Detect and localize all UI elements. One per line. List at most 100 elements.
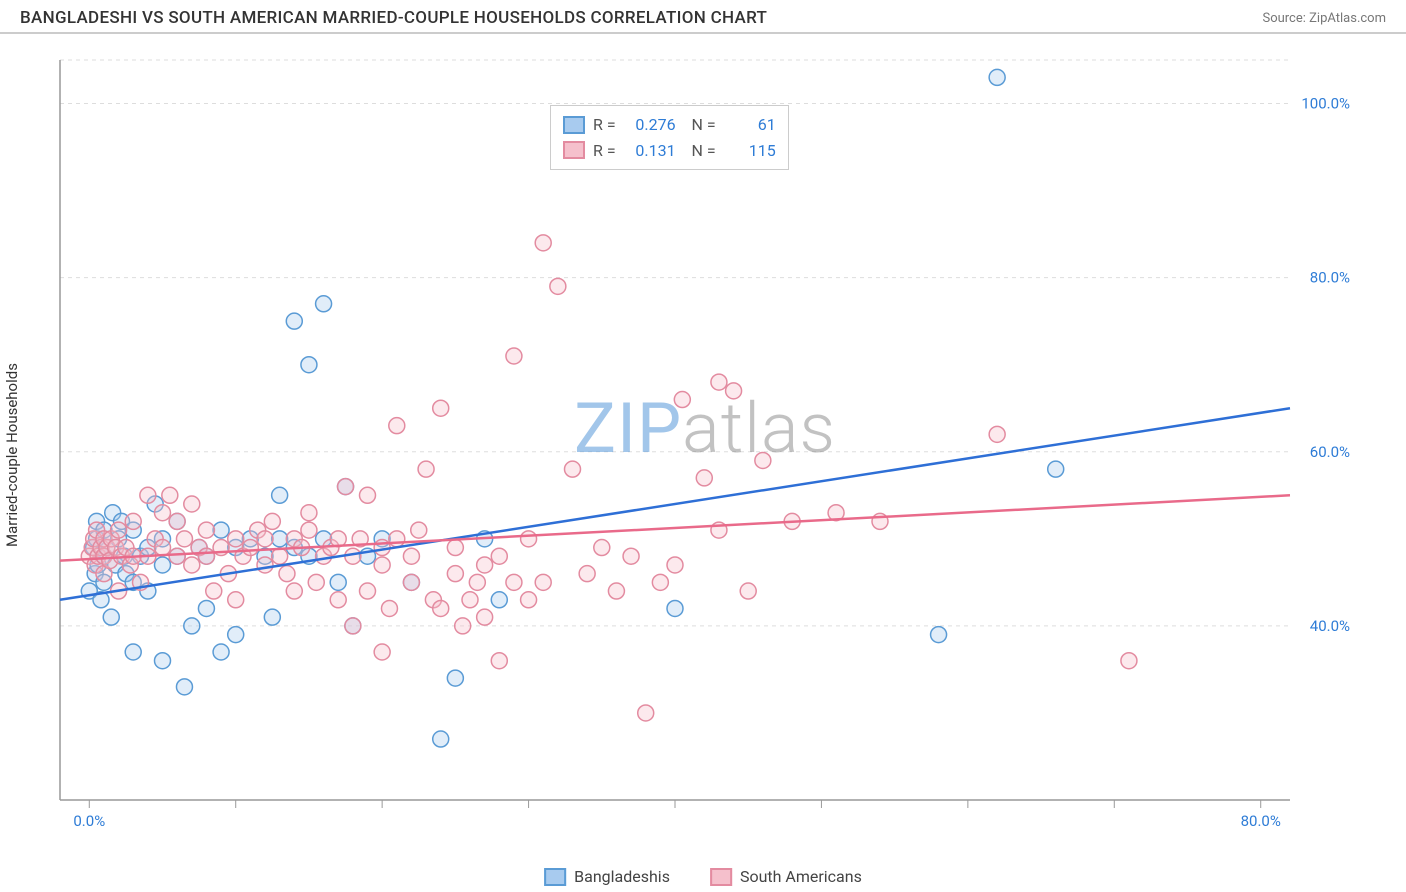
- data-point: [550, 278, 566, 294]
- data-point: [403, 574, 419, 590]
- data-point: [1048, 461, 1064, 477]
- legend-r-label: R =: [593, 112, 616, 138]
- data-point: [374, 644, 390, 660]
- data-point: [169, 513, 185, 529]
- data-point: [506, 348, 522, 364]
- data-point: [272, 487, 288, 503]
- x-tick-label: 80.0%: [1241, 812, 1281, 830]
- data-point: [381, 600, 397, 616]
- data-point: [565, 461, 581, 477]
- data-point: [989, 426, 1005, 442]
- legend-swatch: [563, 141, 585, 159]
- source-label: Source: ZipAtlas.com: [1262, 11, 1386, 26]
- data-point: [272, 548, 288, 564]
- data-point: [338, 479, 354, 495]
- data-point: [433, 731, 449, 747]
- data-point: [462, 592, 478, 608]
- data-point: [301, 505, 317, 521]
- data-point: [521, 592, 537, 608]
- data-point: [360, 583, 376, 599]
- data-point: [184, 618, 200, 634]
- data-point: [286, 313, 302, 329]
- y-axis-label: Married-couple Households: [3, 363, 21, 547]
- data-point: [579, 566, 595, 582]
- data-point: [169, 548, 185, 564]
- data-point: [155, 540, 171, 556]
- data-point: [330, 574, 346, 590]
- chart-area: 40.0%60.0%80.0%100.0%0.0%80.0% ZIPatlas …: [50, 50, 1360, 840]
- legend-series-label: Bangladeshis: [574, 867, 670, 886]
- data-point: [155, 653, 171, 669]
- series-legend-item: Bangladeshis: [544, 867, 670, 886]
- data-point: [228, 627, 244, 643]
- chart-title: BANGLADESHI VS SOUTH AMERICAN MARRIED-CO…: [20, 8, 767, 28]
- data-point: [535, 574, 551, 590]
- data-point: [726, 383, 742, 399]
- data-point: [279, 566, 295, 582]
- x-tick-label: 0.0%: [73, 812, 105, 830]
- data-point: [455, 618, 471, 634]
- data-point: [638, 705, 654, 721]
- data-point: [374, 557, 390, 573]
- data-point: [491, 592, 507, 608]
- data-point: [308, 574, 324, 590]
- y-tick-label: 80.0%: [1310, 269, 1350, 287]
- legend-r-label: R =: [593, 138, 616, 164]
- correlation-legend-row: R =0.131 N =115: [563, 138, 776, 164]
- data-point: [140, 487, 156, 503]
- data-point: [264, 513, 280, 529]
- chart-header: BANGLADESHI VS SOUTH AMERICAN MARRIED-CO…: [0, 0, 1406, 34]
- data-point: [389, 418, 405, 434]
- data-point: [506, 574, 522, 590]
- data-point: [345, 618, 361, 634]
- data-point: [176, 679, 192, 695]
- data-point: [411, 522, 427, 538]
- data-point: [447, 540, 463, 556]
- data-point: [594, 540, 610, 556]
- legend-swatch: [544, 868, 566, 886]
- legend-series-label: South Americans: [740, 867, 862, 886]
- data-point: [242, 540, 258, 556]
- correlation-legend-row: R =0.276 N =61: [563, 112, 776, 138]
- data-point: [257, 557, 273, 573]
- data-point: [198, 600, 214, 616]
- legend-n-label: N =: [684, 112, 716, 138]
- data-point: [301, 522, 317, 538]
- legend-swatch: [563, 116, 585, 134]
- data-point: [213, 522, 229, 538]
- data-point: [360, 487, 376, 503]
- data-point: [447, 566, 463, 582]
- correlation-legend: R =0.276 N =61R =0.131 N =115: [550, 105, 789, 170]
- data-point: [477, 609, 493, 625]
- data-point: [696, 470, 712, 486]
- data-point: [198, 522, 214, 538]
- series-legend: Bangladeshis South Americans: [544, 867, 862, 886]
- data-point: [155, 505, 171, 521]
- data-point: [740, 583, 756, 599]
- data-point: [674, 392, 690, 408]
- series-legend-item: South Americans: [710, 867, 862, 886]
- data-point: [535, 235, 551, 251]
- data-point: [103, 609, 119, 625]
- data-point: [198, 548, 214, 564]
- data-point: [286, 583, 302, 599]
- data-point: [403, 548, 419, 564]
- data-point: [491, 548, 507, 564]
- data-point: [176, 531, 192, 547]
- data-point: [477, 557, 493, 573]
- data-point: [155, 557, 171, 573]
- data-point: [213, 644, 229, 660]
- data-point: [389, 531, 405, 547]
- data-point: [162, 487, 178, 503]
- data-point: [228, 592, 244, 608]
- y-tick-label: 100.0%: [1301, 95, 1350, 113]
- data-point: [184, 557, 200, 573]
- y-tick-label: 60.0%: [1310, 443, 1350, 461]
- legend-n-value: 61: [724, 112, 776, 138]
- data-point: [330, 592, 346, 608]
- data-point: [608, 583, 624, 599]
- data-point: [264, 609, 280, 625]
- data-point: [667, 600, 683, 616]
- data-point: [667, 557, 683, 573]
- data-point: [272, 531, 288, 547]
